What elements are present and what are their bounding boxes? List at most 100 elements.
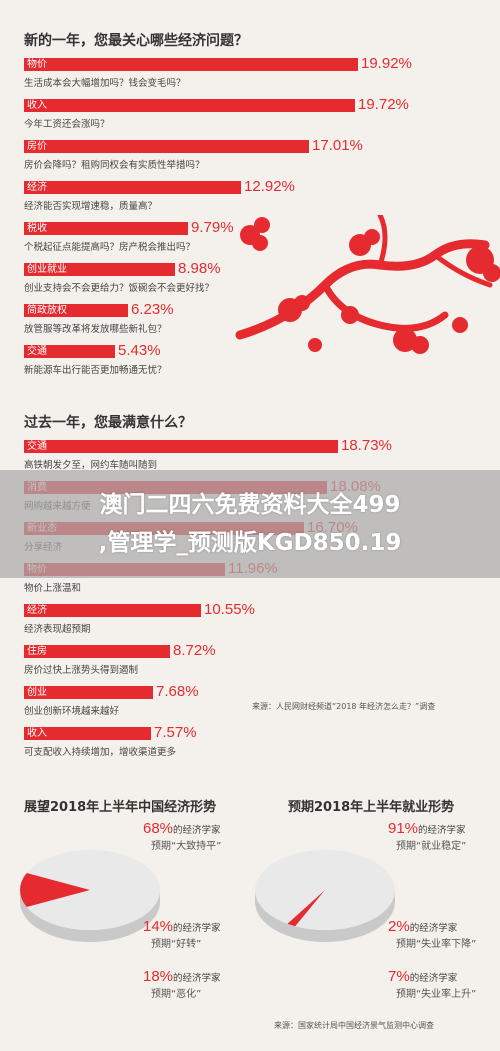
pie-annotation-suffix: 的经济学家	[409, 923, 458, 934]
plum-blossom-decoration	[235, 215, 500, 354]
overlay-line-2: ,管理学_预测版KGD850.19	[98, 530, 402, 556]
pie-annotation: 91%的经济学家预期“就业稳定”	[388, 818, 466, 852]
bar-subtitle: 经济能否实现增速稳，质量高？	[24, 201, 158, 212]
pie-annotation-suffix: 的经济学家	[409, 973, 458, 984]
pie-annotation-suffix: 的经济学家	[173, 923, 221, 934]
bar: 经济	[24, 604, 201, 617]
pie-category-label: 预期“好转”	[151, 939, 202, 950]
pie-slice-highlight	[20, 872, 90, 908]
bar-value-label: 12.92%	[244, 178, 295, 195]
bar: 住房	[24, 645, 170, 658]
pie-annotation: 2%的经济学家预期“失业率下降”	[388, 916, 476, 950]
bar-value-label: 17.01%	[312, 137, 363, 154]
bar-subtitle: 房价过快上涨势头得到遏制	[24, 665, 139, 676]
bar-category-label: 物价	[27, 59, 47, 70]
bar-subtitle: 生活成本会大幅增加吗？钱会变毛吗？	[24, 78, 186, 89]
bar-value-label: 7.57%	[154, 724, 197, 741]
chart1-title: 新的一年，您最关心哪些经济问题？	[24, 33, 248, 49]
pie-category-label: 预期“大致持平”	[151, 841, 222, 852]
bar-row: 交通 18.73% 高铁朝发夕至，网约车随叫随到	[24, 437, 484, 481]
bar-row: 创业 7.68% 创业创新环境越来越好	[24, 683, 484, 727]
pie-category-label: 预期“恶化”	[151, 989, 202, 1000]
bar-row: 经济 12.92% 经济能否实现增速稳，质量高？	[24, 178, 484, 222]
bar-category-label: 住房	[27, 646, 47, 657]
bar-subtitle: 创业创新环境越来越好	[24, 706, 120, 717]
bar-category-label: 经济	[27, 182, 47, 193]
bar-category-label: 经济	[27, 605, 47, 616]
bar-row: 房价 17.01% 房价会降吗？租购同权会有实质性举措吗？	[24, 137, 484, 181]
bar-subtitle: 创业支持会不会更给力？饭碗会不会更好找？	[24, 283, 215, 294]
bar: 创业	[24, 686, 153, 699]
pie1-title: 展望2018年上半年中国经济形势	[24, 800, 217, 815]
pie2-chart	[255, 850, 395, 942]
pie1-chart	[20, 850, 160, 942]
pie2-title: 预期2018年上半年就业形势	[288, 800, 455, 815]
bar-row: 简政放权 6.23% 放管服等改革将发放哪些新礼包？	[24, 301, 484, 345]
pie-slice-highlight	[287, 890, 325, 927]
bar-value-label: 8.72%	[173, 642, 216, 659]
bar: 交通	[24, 345, 115, 358]
bar: 房价	[24, 140, 309, 153]
bar-subtitle: 放管服等改革将发放哪些新礼包？	[24, 324, 167, 335]
bar-row: 住房 8.72% 房价过快上涨势头得到遏制	[24, 642, 484, 686]
bar-row: 收入 7.57% 可支配收入持续增加，增收渠道更多	[24, 724, 484, 768]
chart2-source: 来源：人民网财经频道“2018 年经济怎么走？”调查	[252, 702, 436, 711]
bar-value-label: 9.79%	[191, 219, 234, 236]
bar: 交通	[24, 440, 338, 453]
bar: 创业就业	[24, 263, 175, 276]
pie-annotation: 18%的经济学家预期“恶化”	[143, 966, 221, 1000]
pie-annotation: 14%的经济学家 预期“好转”	[143, 916, 221, 950]
bar-category-label: 收入	[27, 100, 47, 111]
bar-value-label: 8.98%	[178, 260, 221, 277]
bar-value-label: 19.72%	[358, 96, 409, 113]
bar-category-label: 交通	[27, 346, 47, 357]
bar-value-label: 6.23%	[131, 301, 174, 318]
bar-subtitle: 经济表现超预期	[24, 624, 91, 635]
bar-category-label: 简政放权	[27, 305, 67, 316]
bar-subtitle: 新能源车出行能否更加畅通无忧？	[24, 365, 167, 376]
pie-value-label: 91%	[388, 820, 419, 837]
bar-value-label: 18.73%	[341, 437, 392, 454]
bar-subtitle: 高铁朝发夕至，网约车随叫随到	[24, 460, 158, 471]
pie-value-label: 7%	[388, 968, 410, 985]
pie-category-label: 预期“就业稳定”	[396, 841, 467, 852]
pie-annotation-suffix: 的经济学家	[418, 825, 466, 836]
bar-subtitle: 可支配收入持续增加，增收渠道更多	[24, 747, 177, 758]
bar: 收入	[24, 727, 151, 740]
bar-subtitle: 物价上涨温和	[24, 583, 82, 594]
pie-annotation: 68%的经济学家预期“大致持平”	[143, 818, 221, 852]
bar-value-label: 5.43%	[118, 342, 161, 359]
pie-value-label: 68%	[143, 820, 174, 837]
bar-value-label: 10.55%	[204, 601, 255, 618]
bar: 税收	[24, 222, 188, 235]
bar-category-label: 收入	[27, 728, 47, 739]
bar-subtitle: 个税起征点能提高吗？房产税会推出吗？	[24, 242, 196, 253]
pie-annotation: 7%的经济学家 预期“失业率上升”	[388, 966, 476, 1000]
pie-side	[20, 890, 160, 942]
bar-category-label: 交通	[27, 441, 47, 452]
bar: 经济	[24, 181, 241, 194]
pie-side	[255, 890, 395, 942]
bar-category-label: 创业就业	[27, 264, 67, 275]
bar: 简政放权	[24, 304, 128, 317]
pie-category-label: 预期“失业率下降”	[396, 939, 477, 950]
overlay-line-1: 澳门二四六免费资料大全499	[99, 492, 401, 518]
watermark-overlay: 澳门二四六免费资料大全499 ,管理学_预测版KGD850.19	[0, 470, 500, 578]
bar-row: 交通 5.43% 新能源车出行能否更加畅通无忧？	[24, 342, 484, 386]
bar-row: 创业就业 8.98% 创业支持会不会更给力？饭碗会不会更好找？	[24, 260, 484, 304]
bar-subtitle: 今年工资还会涨吗？	[24, 119, 110, 130]
bar-row: 税收 9.79% 个税起征点能提高吗？房产税会推出吗？	[24, 219, 484, 263]
pie-annotation-suffix: 的经济学家	[173, 825, 221, 836]
bar-row: 物价 19.92% 生活成本会大幅增加吗？钱会变毛吗？	[24, 55, 484, 99]
bar-category-label: 税收	[27, 223, 47, 234]
pie-value-label: 2%	[388, 918, 410, 935]
bar-row: 收入 19.72% 今年工资还会涨吗？	[24, 96, 484, 140]
bar-category-label: 房价	[27, 141, 47, 152]
pie-annotation-suffix: 的经济学家	[173, 973, 221, 984]
chart4-source: 来源：国家统计局中国经济景气监测中心调查	[274, 1021, 434, 1030]
bar-value-label: 19.92%	[361, 55, 412, 72]
chart2-title: 过去一年，您最满意什么？	[24, 415, 192, 431]
pie-value-label: 18%	[143, 968, 174, 985]
bar-category-label: 创业	[27, 687, 47, 698]
bar-subtitle: 房价会降吗？租购同权会有实质性举措吗？	[24, 160, 205, 171]
